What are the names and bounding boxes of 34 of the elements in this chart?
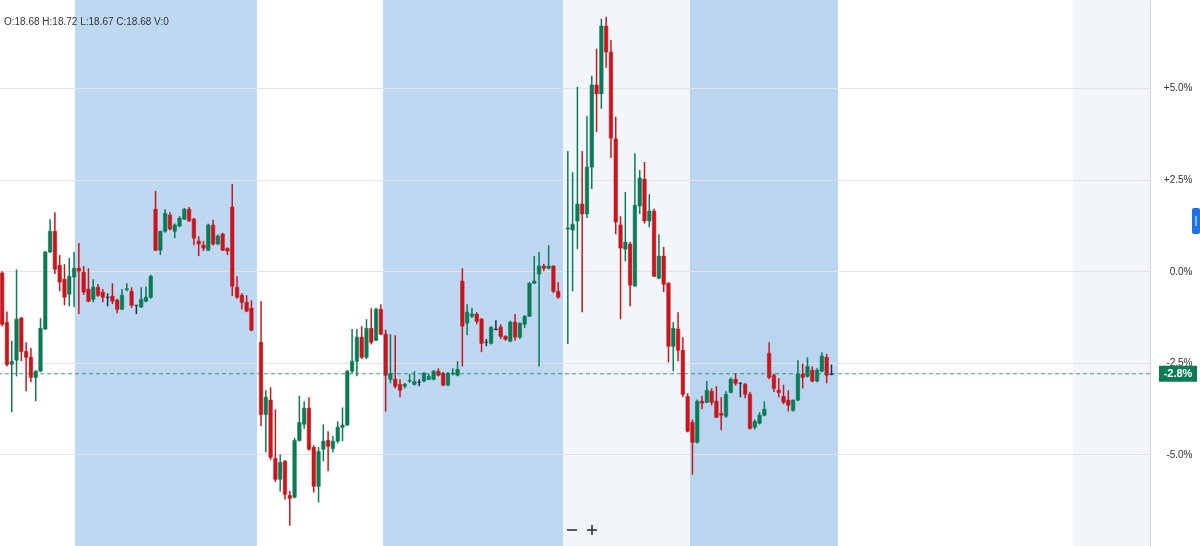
candlestick xyxy=(316,446,321,504)
candlestick xyxy=(364,318,369,360)
y-tick-label: 0.0% xyxy=(1169,265,1193,277)
candlestick xyxy=(100,288,105,304)
y-tick-label: -2.5% xyxy=(1166,357,1193,369)
candlestick xyxy=(508,319,513,344)
candlestick xyxy=(824,353,829,385)
candlestick xyxy=(268,386,273,461)
candlestick xyxy=(623,191,628,263)
candlestick xyxy=(594,47,599,133)
annotation: O:18.68 H:18.72 L:18.67 C:18.68 V:0 xyxy=(4,16,170,27)
candlestick xyxy=(273,408,278,483)
candlestick xyxy=(206,222,211,252)
candlestick xyxy=(321,423,326,463)
candlestick xyxy=(546,244,551,271)
candlestick xyxy=(599,17,604,110)
y-tick-label: +2.5% xyxy=(1163,174,1193,186)
candlestick xyxy=(647,193,652,228)
candlestick xyxy=(575,86,580,250)
candlestick xyxy=(460,267,465,368)
candlestick xyxy=(776,377,781,398)
candlestick xyxy=(369,307,374,346)
y-tick-label: +5.0% xyxy=(1163,82,1193,94)
candlestick xyxy=(359,325,364,360)
candlestick xyxy=(541,263,546,272)
candlestick xyxy=(402,382,407,390)
candlestick xyxy=(153,190,158,252)
candlestick xyxy=(671,321,676,372)
candlestick xyxy=(618,215,623,320)
candlestick xyxy=(642,161,647,225)
candlestick xyxy=(129,286,134,309)
candlestick xyxy=(800,362,805,390)
y-tick-label: -5.0% xyxy=(1166,448,1193,460)
ref-line-label: -2.8% xyxy=(1163,366,1193,379)
